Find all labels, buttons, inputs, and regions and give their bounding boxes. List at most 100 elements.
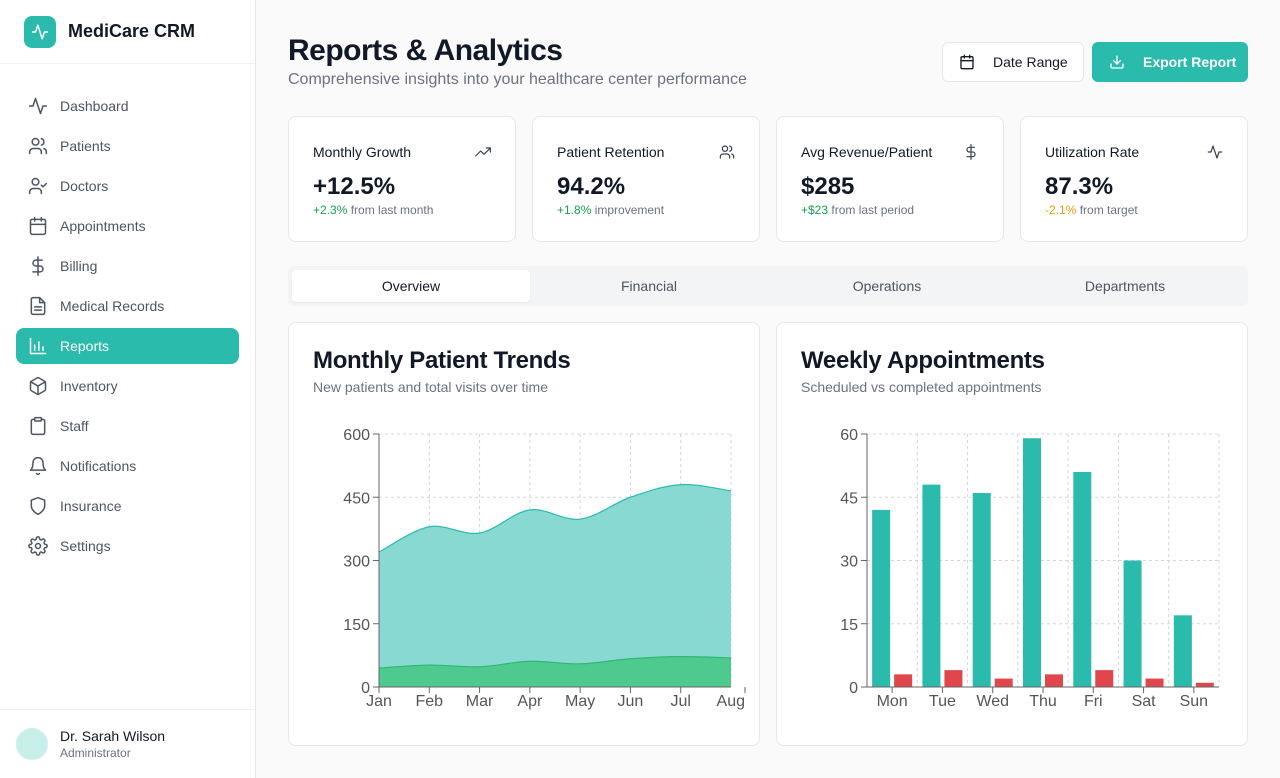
kpi-label: Avg Revenue/Patient bbox=[801, 144, 933, 160]
kpi-card-avg-revenue: Avg Revenue/Patient $285 +$23 from last … bbox=[776, 116, 1004, 242]
kpi-card-patient-retention: Patient Retention 94.2% +1.8% improvemen… bbox=[532, 116, 760, 242]
sidebar-item-reports[interactable]: Reports bbox=[16, 328, 239, 364]
kpi-card-monthly-growth: Monthly Growth +12.5% +2.3% from last mo… bbox=[288, 116, 516, 242]
bar-scheduled bbox=[1023, 438, 1041, 687]
kpi-delta-value: +2.3% bbox=[313, 203, 348, 217]
sidebar-item-doctors[interactable]: Doctors bbox=[16, 168, 239, 204]
sidebar-item-label: Reports bbox=[60, 338, 110, 354]
sidebar-item-label: Doctors bbox=[60, 178, 109, 194]
sidebar-item-label: Inventory bbox=[60, 378, 118, 394]
bar-completed bbox=[1095, 670, 1114, 687]
area-series-fill bbox=[379, 484, 731, 687]
tab-overview[interactable]: Overview bbox=[292, 270, 530, 302]
sidebar-item-label: Settings bbox=[60, 538, 111, 554]
package-icon bbox=[28, 376, 48, 396]
sidebar: MediCare CRM Dashboard Patients Doctors … bbox=[0, 0, 256, 778]
sidebar-item-medical-records[interactable]: Medical Records bbox=[16, 288, 239, 324]
bar-completed bbox=[994, 678, 1013, 687]
date-range-button[interactable]: Date Range bbox=[942, 42, 1084, 82]
tab-financial[interactable]: Financial bbox=[620, 278, 678, 294]
user-check-icon bbox=[28, 176, 48, 196]
sidebar-item-patients[interactable]: Patients bbox=[16, 128, 239, 164]
export-report-button[interactable]: Export Report bbox=[1092, 42, 1248, 82]
chart-title: Monthly Patient Trends bbox=[313, 347, 571, 374]
bar-completed bbox=[894, 674, 913, 687]
x-tick-label: Feb bbox=[415, 693, 443, 710]
kpi-delta-text: from target bbox=[1076, 203, 1138, 217]
chart-title: Weekly Appointments bbox=[801, 347, 1045, 374]
app-name: MediCare CRM bbox=[68, 21, 196, 41]
kpi-delta-text: from last month bbox=[347, 203, 434, 217]
bar-scheduled bbox=[1073, 471, 1092, 687]
area-series-fill bbox=[379, 656, 731, 687]
kpi-delta-value: +1.8% bbox=[557, 203, 592, 217]
weekly-appointments-card: 0 15 30 45 60 Mon Tue Wed Thu Fri Sat Sun Weekly Ap… bbox=[776, 322, 1248, 746]
chart-subtitle: New patients and total visits over time bbox=[313, 379, 548, 395]
sidebar-item-settings[interactable]: Settings bbox=[16, 528, 239, 564]
y-tick-label: 300 bbox=[343, 554, 370, 571]
sidebar-item-dashboard[interactable]: Dashboard bbox=[16, 88, 239, 124]
kpi-value: 94.2% bbox=[557, 173, 626, 200]
users-icon bbox=[28, 136, 48, 156]
sidebar-item-inventory[interactable]: Inventory bbox=[16, 368, 239, 404]
sidebar-item-label: Billing bbox=[60, 258, 98, 274]
sidebar-item-notifications[interactable]: Notifications bbox=[16, 448, 239, 484]
x-tick-label: Jul bbox=[670, 693, 690, 710]
user-role: Administrator bbox=[60, 746, 131, 760]
x-tick-label: Wed bbox=[976, 693, 1009, 710]
x-tick-label: Sat bbox=[1132, 693, 1157, 710]
x-tick-label: Fri bbox=[1084, 693, 1103, 710]
shield-icon bbox=[28, 496, 48, 516]
x-tick-label: Jan bbox=[366, 693, 392, 710]
activity-icon bbox=[28, 96, 48, 116]
users-icon bbox=[719, 144, 735, 160]
tab-departments[interactable]: Departments bbox=[1084, 278, 1166, 294]
y-tick-label: 30 bbox=[840, 554, 858, 571]
page-title: Reports & Analytics bbox=[288, 34, 563, 67]
activity-icon bbox=[1207, 144, 1223, 160]
gear-icon bbox=[28, 536, 48, 556]
x-tick-label: Apr bbox=[517, 693, 543, 710]
sidebar-item-label: Medical Records bbox=[60, 298, 165, 314]
tab-operations[interactable]: Operations bbox=[852, 278, 922, 294]
kpi-delta: +1.8% improvement bbox=[557, 203, 664, 217]
x-tick-label: Mar bbox=[466, 693, 494, 710]
activity-icon[interactable] bbox=[24, 15, 56, 48]
area-series-line bbox=[378, 656, 732, 669]
sidebar-item-label: Dashboard bbox=[60, 98, 129, 114]
kpi-value: +12.5% bbox=[313, 173, 396, 200]
x-tick-label: May bbox=[565, 693, 595, 710]
x-tick-label: Jun bbox=[618, 693, 644, 710]
download-icon bbox=[1109, 54, 1125, 70]
file-text-icon bbox=[28, 296, 48, 316]
y-tick-label: 0 bbox=[849, 680, 858, 697]
bell-icon bbox=[28, 456, 48, 476]
bar-completed bbox=[1045, 674, 1063, 687]
bar-completed bbox=[1195, 682, 1214, 687]
sidebar-item-label: Insurance bbox=[60, 498, 122, 514]
trending-up-icon bbox=[475, 144, 491, 160]
bar-completed bbox=[944, 670, 963, 687]
sidebar-item-billing[interactable]: Billing bbox=[16, 248, 239, 284]
kpi-value: $285 bbox=[801, 173, 855, 200]
bar-scheduled bbox=[872, 509, 891, 687]
sidebar-item-label: Patients bbox=[60, 138, 111, 154]
x-tick-label: Tue bbox=[929, 693, 956, 710]
main-content: Reports & Analytics Comprehensive insigh… bbox=[256, 0, 1280, 778]
y-tick-label: 15 bbox=[840, 617, 858, 634]
x-tick-label: Thu bbox=[1029, 693, 1057, 710]
sidebar-item-insurance[interactable]: Insurance bbox=[16, 488, 239, 524]
user-profile[interactable]: Dr. Sarah Wilson Administrator bbox=[0, 709, 255, 778]
sidebar-item-appointments[interactable]: Appointments bbox=[16, 208, 239, 244]
kpi-delta-text: from last period bbox=[828, 203, 915, 217]
bar-scheduled bbox=[1173, 615, 1192, 687]
bar-scheduled bbox=[1123, 560, 1142, 687]
calendar-icon bbox=[959, 54, 975, 70]
kpi-delta-value: +$23 bbox=[801, 203, 829, 217]
kpi-delta: +$23 from last period bbox=[801, 203, 914, 217]
clipboard-icon bbox=[28, 416, 48, 436]
x-tick-label: Mon bbox=[877, 693, 908, 710]
sidebar-item-staff[interactable]: Staff bbox=[16, 408, 239, 444]
bar-completed bbox=[1145, 678, 1164, 687]
y-tick-label: 450 bbox=[343, 490, 370, 507]
